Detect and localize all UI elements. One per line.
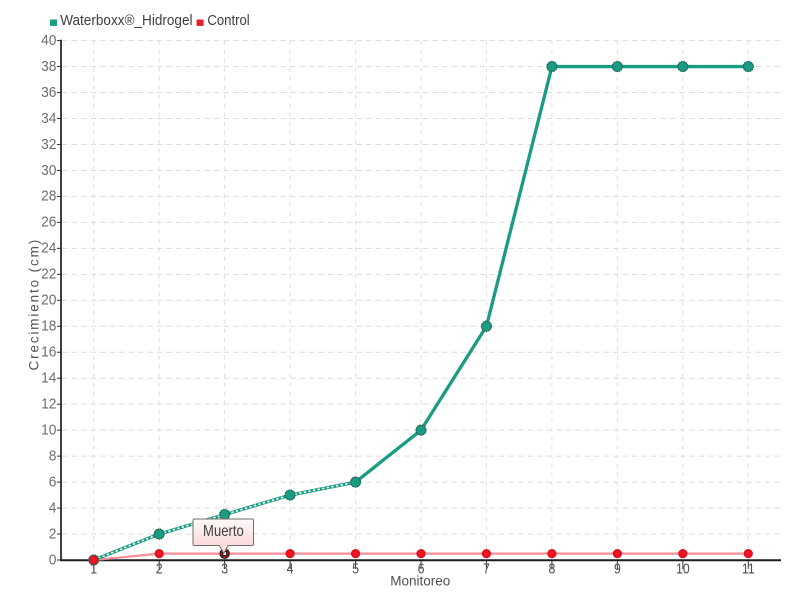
svg-text:16: 16 xyxy=(41,343,56,359)
svg-text:26: 26 xyxy=(41,213,56,229)
svg-text:20: 20 xyxy=(41,291,56,307)
svg-text:9: 9 xyxy=(614,561,621,577)
svg-text:6: 6 xyxy=(49,473,57,489)
svg-text:Muerto: Muerto xyxy=(203,523,244,540)
svg-text:22: 22 xyxy=(41,265,56,281)
svg-text:30: 30 xyxy=(41,161,56,177)
svg-text:14: 14 xyxy=(41,369,56,385)
svg-text:8: 8 xyxy=(548,561,555,577)
svg-text:8: 8 xyxy=(49,447,57,463)
svg-text:1: 1 xyxy=(90,561,97,577)
svg-text:34: 34 xyxy=(41,109,56,125)
svg-text:38: 38 xyxy=(41,58,56,74)
svg-text:5: 5 xyxy=(352,561,359,577)
svg-text:7: 7 xyxy=(483,561,490,577)
svg-text:Monitoreo: Monitoreo xyxy=(390,574,450,589)
svg-text:32: 32 xyxy=(41,135,56,151)
svg-text:3: 3 xyxy=(221,561,228,577)
svg-text:24: 24 xyxy=(41,239,56,255)
svg-text:0: 0 xyxy=(49,551,57,567)
svg-text:6: 6 xyxy=(418,561,425,577)
svg-text:36: 36 xyxy=(41,84,56,100)
svg-text:10: 10 xyxy=(676,561,690,577)
svg-text:40: 40 xyxy=(41,32,56,48)
svg-text:10: 10 xyxy=(41,421,56,437)
svg-text:4: 4 xyxy=(287,561,294,577)
svg-text:11: 11 xyxy=(742,561,755,577)
svg-text:Crecimiento (cm): Crecimiento (cm) xyxy=(26,238,41,371)
svg-text:28: 28 xyxy=(41,187,56,203)
svg-text:18: 18 xyxy=(41,317,56,333)
svg-text:4: 4 xyxy=(49,499,57,515)
svg-text:Waterboxx®_Hidrogel: Waterboxx®_Hidrogel xyxy=(60,11,192,28)
svg-text:Control: Control xyxy=(207,11,249,28)
svg-text:2: 2 xyxy=(49,525,57,541)
svg-text:12: 12 xyxy=(41,395,56,411)
svg-text:2: 2 xyxy=(156,561,163,577)
